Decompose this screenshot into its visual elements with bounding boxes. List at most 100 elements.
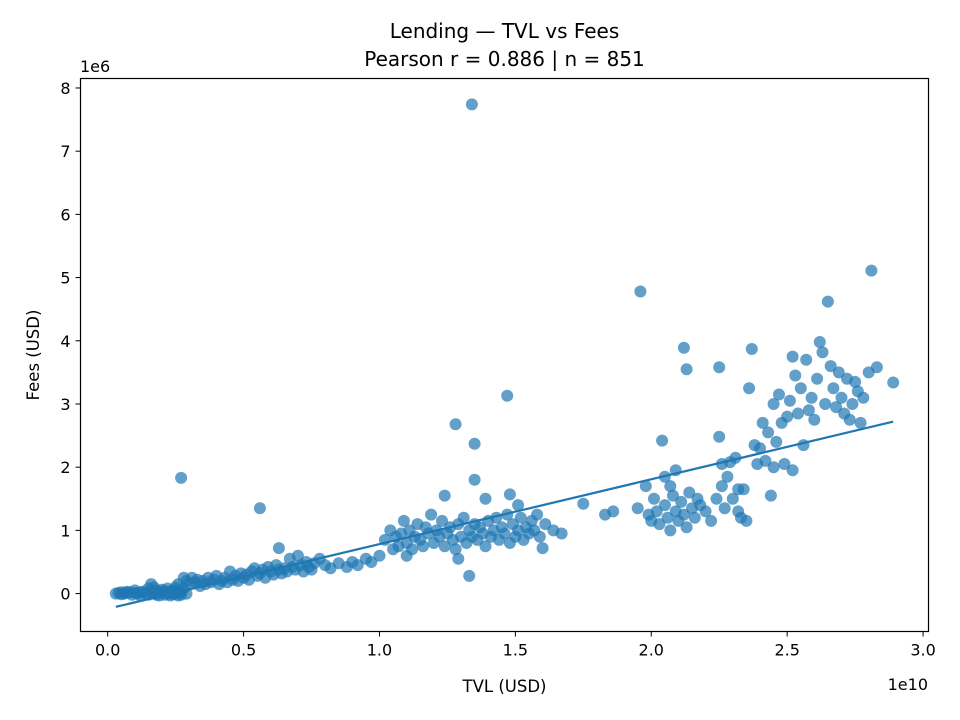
y-tick-label: 4 [60,332,70,351]
y-tick-label: 8 [60,79,70,98]
data-point [683,486,696,499]
data-point [675,495,688,508]
data-point [680,363,693,376]
data-point [656,434,669,447]
data-point [417,540,429,553]
data-point [253,502,266,515]
data-point [767,398,780,410]
data-point [830,401,843,414]
data-point [677,508,690,521]
data-point [631,502,644,515]
data-point [887,376,900,389]
data-point [501,389,514,402]
data-point [272,542,285,555]
data-point [653,518,666,531]
y-tick-label: 3 [60,395,70,414]
data-point [824,360,837,373]
y-tick-label: 0 [60,585,70,604]
data-point [365,556,378,568]
y-tick-label: 6 [60,205,70,224]
data-point [835,391,848,404]
data-point [425,508,438,521]
data-point [737,483,750,496]
data-point [650,505,663,518]
data-point [821,295,834,308]
x-tick-label: 1.5 [503,641,528,660]
data-point [468,473,481,486]
data-point [713,430,726,443]
data-point [721,470,734,483]
data-point [699,505,712,518]
data-point [743,382,756,395]
y-offset-label: 1e6 [80,57,110,76]
data-point [468,437,481,450]
data-point [802,404,815,417]
data-point [291,549,304,562]
data-point [577,497,590,510]
data-point [639,480,652,493]
data-point [438,540,451,553]
data-point [794,382,807,395]
data-point [813,336,826,348]
data-point [680,521,693,534]
data-point [849,375,862,388]
data-point [726,492,739,505]
data-point [498,527,511,540]
data-point [514,511,527,524]
data-point [754,442,766,455]
data-point [449,543,462,556]
data-point [857,391,870,404]
data-point [786,350,799,363]
data-point [175,471,188,484]
x-tick-label: 1.0 [367,641,392,660]
data-point [661,511,674,524]
trend-line-group [115,420,894,608]
data-point [767,461,780,474]
data-point [762,426,775,439]
data-point [479,492,492,505]
data-point [648,492,660,505]
x-tick-label: 2.0 [639,641,664,660]
data-point [740,514,753,527]
data-point [688,511,701,524]
data-point [449,418,462,431]
data-point [715,480,728,493]
data-point [718,502,731,515]
x-tick-label: 2.5 [774,641,799,660]
data-point [745,343,758,355]
data-point [773,388,785,401]
data-point [539,518,552,531]
data-point [351,559,364,572]
data-point [436,514,448,527]
x-tick-label: 0.5 [231,641,256,660]
data-point [816,346,829,359]
y-tick-label: 5 [60,269,70,288]
data-point [512,499,525,512]
y-tick-label: 7 [60,142,70,161]
data-point [634,285,647,298]
data-point [479,540,492,553]
data-point [827,382,840,395]
data-point [832,366,845,379]
data-point [865,264,878,277]
data-point [533,530,546,543]
data-point [452,552,465,565]
data-point [664,524,677,537]
data-point [713,361,726,374]
plot-frame [79,77,930,633]
chart-title: Lending — TVL vs Fees [390,19,620,43]
data-point [705,514,718,527]
data-point [770,435,783,448]
data-point [710,492,723,505]
data-points [109,98,900,602]
data-point [397,514,410,527]
data-point [783,394,796,407]
data-point [531,508,544,521]
data-point [789,369,802,382]
data-point [805,391,818,404]
data-point [800,353,813,366]
data-point [667,489,679,502]
data-point [870,361,883,374]
y-tick-label: 2 [60,458,70,477]
